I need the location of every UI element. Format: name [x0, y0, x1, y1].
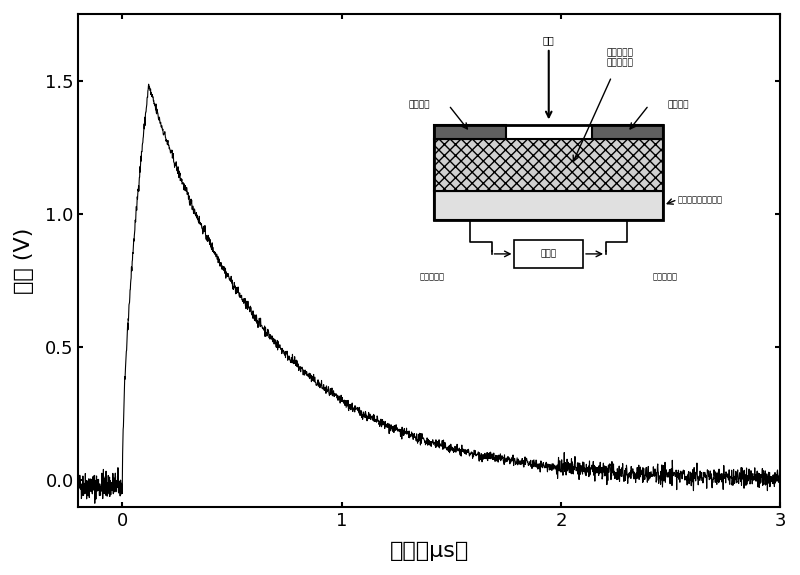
X-axis label: 时间（μs）: 时间（μs） — [390, 541, 469, 561]
Y-axis label: 电压 (V): 电压 (V) — [14, 227, 34, 294]
